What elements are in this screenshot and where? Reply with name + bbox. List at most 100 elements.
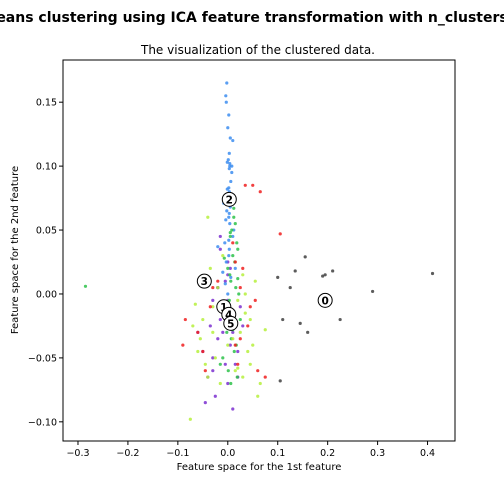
scatter-point-cluster-1 bbox=[203, 401, 207, 405]
scatter-point-cluster-1 bbox=[213, 394, 217, 398]
scatter-point-cluster-0 bbox=[281, 317, 285, 322]
scatter-point-cluster-1 bbox=[211, 356, 215, 360]
scatter-point-cluster-0 bbox=[338, 317, 342, 322]
scatter-point-cluster-1 bbox=[236, 349, 240, 354]
scatter-point-cluster-3 bbox=[83, 284, 88, 288]
scatter-point-cluster-0 bbox=[288, 285, 292, 290]
scatter-point-cluster-4 bbox=[238, 330, 242, 334]
scatter-point-cluster-2 bbox=[227, 238, 231, 242]
y-tick-label: 0.15 bbox=[36, 98, 57, 109]
scatter-point-cluster-3 bbox=[230, 228, 234, 232]
scatter-point-cluster-4 bbox=[188, 417, 192, 421]
scatter-point-cluster-3 bbox=[234, 285, 238, 290]
scatter-point-cluster-2 bbox=[223, 241, 227, 245]
axes-frame bbox=[62, 59, 456, 442]
cluster-center-5: 5 bbox=[223, 315, 239, 331]
scatter-point-cluster-5 bbox=[211, 285, 215, 290]
scatter-point-cluster-4 bbox=[243, 292, 247, 296]
cluster-center-label: 4 bbox=[225, 309, 232, 321]
scatter-point-cluster-1 bbox=[231, 407, 235, 411]
scatter-point-cluster-4 bbox=[213, 356, 217, 360]
scatter-point-cluster-2 bbox=[224, 100, 228, 104]
scatter-point-cluster-2 bbox=[225, 187, 229, 191]
scatter-point-cluster-2 bbox=[227, 113, 231, 117]
x-tick-label: −0.2 bbox=[116, 448, 139, 459]
scatter-point-cluster-4 bbox=[206, 215, 210, 219]
x-axis-ticks: −0.3 −0.2 −0.1 0.0 0.1 0.2 0.3 0.4 bbox=[66, 441, 435, 459]
scatter-point-cluster-5 bbox=[183, 317, 187, 322]
scatter-point-cluster-3 bbox=[236, 277, 240, 281]
cluster-center-label: 3 bbox=[201, 276, 208, 288]
scatter-point-cluster-4 bbox=[206, 375, 210, 379]
scatter-point-cluster-3 bbox=[233, 222, 237, 226]
scatter-point-cluster-2 bbox=[229, 275, 233, 279]
scatter-point-cluster-5 bbox=[243, 183, 247, 187]
y-tick-label: −0.05 bbox=[28, 353, 57, 364]
scatter-point-cluster-4 bbox=[248, 317, 252, 322]
x-tick-label: 0.0 bbox=[220, 448, 235, 459]
y-axis-ticks: −0.10 −0.05 0.00 0.05 0.10 0.15 bbox=[28, 98, 63, 428]
cluster-center-0: 0 bbox=[317, 292, 333, 308]
scatter-point-cluster-4 bbox=[211, 305, 215, 309]
scatter-point-cluster-5 bbox=[253, 298, 257, 302]
scatter-point-cluster-0 bbox=[321, 274, 325, 278]
scatter-point-cluster-1 bbox=[238, 305, 242, 309]
scatter-point-cluster-0 bbox=[331, 269, 335, 273]
scatter-point-cluster-2 bbox=[225, 209, 229, 213]
scatter-point-cluster-3 bbox=[232, 349, 236, 354]
scatter-point-cluster-4 bbox=[236, 298, 240, 302]
scatter-point-cluster-5 bbox=[208, 305, 212, 309]
figure-suptitle: eans clustering using ICA feature transf… bbox=[0, 10, 504, 26]
scatter-point-cluster-2 bbox=[227, 215, 231, 219]
scatter-point-cluster-0 bbox=[298, 321, 302, 325]
scatter-point-cluster-2 bbox=[223, 282, 227, 286]
x-tick-label: 0.2 bbox=[320, 448, 335, 459]
scatter-point-cluster-3 bbox=[236, 247, 240, 251]
scatter-point-cluster-5 bbox=[238, 337, 242, 341]
scatter-point-cluster-5 bbox=[203, 369, 207, 373]
cluster-center-2: 2 bbox=[221, 191, 237, 207]
scatter-point-cluster-2 bbox=[224, 260, 228, 264]
scatter-point-cluster-2 bbox=[225, 160, 229, 164]
scatter-point-cluster-2 bbox=[227, 247, 231, 251]
cluster-center-label: 0 bbox=[322, 295, 329, 307]
scatter-point-cluster-1 bbox=[218, 234, 222, 239]
scatter-point-cluster-1 bbox=[208, 324, 212, 328]
scatter-point-cluster-3 bbox=[235, 241, 239, 245]
scatter-point-cluster-5 bbox=[233, 260, 237, 264]
y-axis-label: Feature space for the 2nd feature bbox=[10, 166, 21, 334]
scatter-point-cluster-2 bbox=[230, 164, 234, 168]
scatter-point-cluster-1 bbox=[211, 369, 215, 373]
scatter-point-cluster-0 bbox=[303, 255, 307, 259]
scatter-point-cluster-3 bbox=[238, 317, 242, 322]
scatter-point-cluster-5 bbox=[216, 279, 220, 283]
scatter-point-cluster-3 bbox=[235, 375, 239, 379]
scatter-point-cluster-2 bbox=[227, 167, 231, 171]
scatter-points bbox=[83, 81, 435, 421]
scatter-point-cluster-4 bbox=[236, 366, 240, 370]
scatter-point-cluster-4 bbox=[258, 381, 262, 386]
scatter-point-cluster-5 bbox=[201, 349, 205, 354]
scatter-point-cluster-2 bbox=[227, 211, 231, 216]
x-tick-label: −0.1 bbox=[166, 448, 189, 459]
scatter-point-cluster-1 bbox=[223, 362, 227, 366]
scatter-point-cluster-2 bbox=[221, 270, 225, 274]
scatter-point-cluster-2 bbox=[226, 126, 230, 130]
scatter-point-cluster-0 bbox=[323, 273, 327, 277]
cluster-center-label: 5 bbox=[227, 318, 234, 330]
scatter-point-cluster-2 bbox=[226, 292, 230, 296]
scatter-point-cluster-3 bbox=[228, 273, 232, 277]
cluster-center-label: 2 bbox=[226, 194, 233, 206]
scatter-point-cluster-2 bbox=[229, 179, 233, 184]
scatter-point-cluster-2 bbox=[224, 94, 228, 98]
scatter-point-cluster-4 bbox=[216, 285, 220, 290]
scatter-point-cluster-3 bbox=[229, 381, 233, 386]
scatter-point-cluster-4 bbox=[241, 273, 245, 277]
scatter-point-cluster-5 bbox=[251, 183, 255, 187]
scatter-point-cluster-4 bbox=[243, 311, 247, 315]
scatter-point-cluster-1 bbox=[223, 279, 227, 283]
scatter-point-cluster-1 bbox=[216, 337, 220, 341]
scatter-point-cluster-3 bbox=[228, 234, 232, 239]
scatter-point-cluster-3 bbox=[218, 362, 222, 366]
scatter-point-cluster-1 bbox=[226, 381, 230, 386]
